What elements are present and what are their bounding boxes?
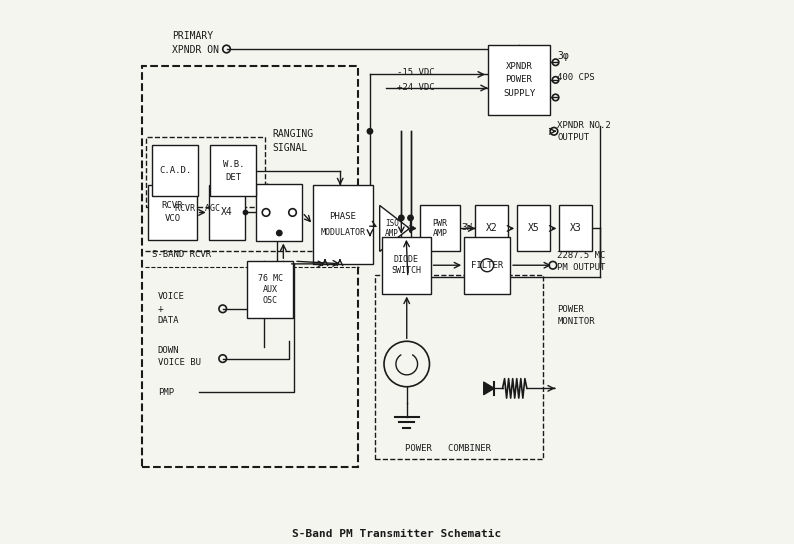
Bar xyxy=(559,206,592,251)
Text: PHASE: PHASE xyxy=(330,212,357,221)
Bar xyxy=(146,137,265,207)
Text: VOICE BU: VOICE BU xyxy=(158,358,201,367)
Text: XPNDR: XPNDR xyxy=(506,62,533,71)
Text: AMP: AMP xyxy=(385,230,399,238)
Text: DIODE: DIODE xyxy=(394,255,418,264)
Circle shape xyxy=(243,211,248,215)
Text: OSC: OSC xyxy=(263,296,278,305)
Polygon shape xyxy=(484,382,495,395)
Text: X5: X5 xyxy=(527,224,539,233)
Text: W.B.: W.B. xyxy=(222,159,244,169)
Text: SIGNAL: SIGNAL xyxy=(272,143,308,152)
Bar xyxy=(313,186,372,264)
Text: PMP: PMP xyxy=(158,388,174,397)
Polygon shape xyxy=(380,206,410,251)
Bar xyxy=(382,237,430,294)
Text: OUTPUT: OUTPUT xyxy=(557,133,589,143)
Text: XPNDR NO.2: XPNDR NO.2 xyxy=(557,121,611,131)
Text: SUPPLY: SUPPLY xyxy=(503,89,535,98)
Bar xyxy=(209,186,245,239)
Text: X2: X2 xyxy=(486,224,498,233)
Text: AMP: AMP xyxy=(433,230,448,238)
Text: S-BAND RCVR: S-BAND RCVR xyxy=(152,250,211,258)
Text: X4: X4 xyxy=(222,207,233,218)
Bar xyxy=(420,206,461,251)
Text: -15 VDC: -15 VDC xyxy=(397,69,434,77)
Text: +24 VDC: +24 VDC xyxy=(397,83,434,92)
Text: XPNDR ON: XPNDR ON xyxy=(172,45,219,55)
Text: ISO: ISO xyxy=(385,219,399,227)
Bar xyxy=(148,186,197,239)
Text: FILTER: FILTER xyxy=(471,261,503,270)
Text: SWITCH: SWITCH xyxy=(391,266,421,275)
Text: DET: DET xyxy=(225,172,241,182)
Text: RCVR  AGC: RCVR AGC xyxy=(175,203,220,213)
Circle shape xyxy=(408,215,413,220)
Text: MONITOR: MONITOR xyxy=(557,317,595,326)
Bar xyxy=(247,261,293,318)
Text: PRIMARY: PRIMARY xyxy=(172,31,214,41)
Circle shape xyxy=(276,230,282,236)
Bar xyxy=(256,184,303,240)
Text: PM OUTPUT: PM OUTPUT xyxy=(557,263,606,272)
Bar xyxy=(488,45,550,115)
Text: RCVR: RCVR xyxy=(162,201,183,211)
Text: 76 MC: 76 MC xyxy=(257,274,283,283)
Text: 3φ: 3φ xyxy=(557,51,569,60)
Text: 2287.5 MC: 2287.5 MC xyxy=(557,251,606,260)
Text: POWER   COMBINER: POWER COMBINER xyxy=(406,444,491,454)
Text: AUX: AUX xyxy=(263,285,278,294)
Text: POWER: POWER xyxy=(557,305,584,314)
Text: 3W: 3W xyxy=(461,223,472,232)
Text: +: + xyxy=(158,304,164,314)
Bar xyxy=(210,145,256,196)
Circle shape xyxy=(399,215,404,220)
Bar xyxy=(152,145,198,196)
Bar xyxy=(141,66,358,467)
Bar xyxy=(464,237,510,294)
Text: DATA: DATA xyxy=(158,316,179,325)
Text: VCO: VCO xyxy=(164,214,180,224)
Text: MODULATOR: MODULATOR xyxy=(320,228,365,237)
Text: X3: X3 xyxy=(570,224,581,233)
Bar xyxy=(376,275,543,459)
Text: C.A.D.: C.A.D. xyxy=(160,166,191,175)
Text: DOWN: DOWN xyxy=(158,346,179,355)
Text: POWER: POWER xyxy=(506,76,533,84)
Text: VOICE: VOICE xyxy=(158,292,185,301)
Text: 400 CPS: 400 CPS xyxy=(557,73,595,82)
Circle shape xyxy=(368,128,372,134)
Bar xyxy=(517,206,549,251)
Text: RANGING: RANGING xyxy=(272,129,314,139)
Text: PWR: PWR xyxy=(433,219,448,227)
Bar xyxy=(476,206,508,251)
Text: S-Band PM Transmitter Schematic: S-Band PM Transmitter Schematic xyxy=(292,529,502,540)
